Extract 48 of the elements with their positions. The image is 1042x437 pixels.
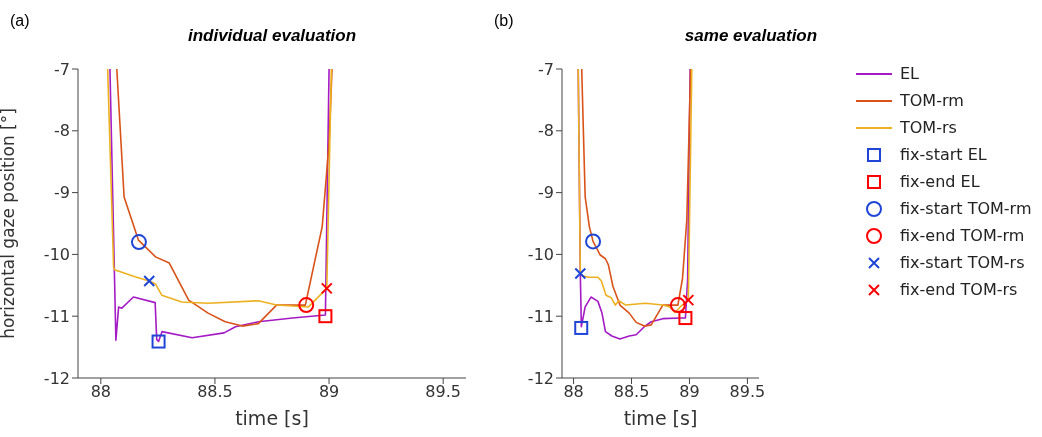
point: [669, 297, 686, 314]
legend-label: fix-end TOM-rs: [900, 280, 1018, 299]
legend-label: fix-start TOM-rm: [900, 199, 1032, 218]
y-tick-label: -7: [54, 59, 70, 79]
x-tick-label: 88.5: [613, 382, 650, 402]
point: [151, 334, 166, 349]
legend-label: TOM-rm: [900, 91, 964, 110]
x-tick-label: 88.5: [197, 382, 233, 402]
y-tick-label: -11: [527, 306, 554, 326]
y-tick-label: -12: [43, 368, 70, 388]
text: (b): [494, 12, 514, 30]
legend-label: fix-start TOM-rs: [900, 253, 1025, 272]
point: [143, 274, 156, 287]
x-tick-label: 89.5: [729, 382, 766, 402]
point: [318, 309, 333, 324]
chart-title: individual evaluation: [186, 26, 358, 46]
y-tick-label: -7: [538, 59, 554, 79]
point: [320, 282, 333, 295]
y-tick-label: -8: [538, 121, 554, 141]
point: [298, 297, 315, 314]
y-axis-title: horizontal gaze position [°]: [0, 108, 19, 339]
y-tick-label: -11: [43, 306, 70, 326]
x-axis-title: time [s]: [623, 407, 698, 429]
chart-title: same evaluation: [683, 26, 819, 46]
legend-label: fix-end EL: [900, 172, 980, 191]
point: [574, 267, 587, 280]
y-tick-label: -9: [538, 183, 554, 203]
y-tick-label: -10: [527, 245, 554, 265]
point: [678, 311, 693, 326]
x-tick-label: 88: [90, 382, 111, 402]
x-axis-title: time [s]: [235, 407, 309, 429]
legend-label: fix-end TOM-rm: [900, 226, 1025, 245]
y-tick-label: -9: [54, 183, 70, 203]
y-tick-label: -8: [54, 121, 70, 141]
x-tick-label: 88: [563, 382, 584, 402]
legend-label: EL: [900, 64, 920, 83]
point: [682, 294, 695, 307]
y-tick-label: -12: [527, 368, 554, 388]
y-tick-label: -10: [43, 245, 70, 265]
legend-label: fix-start EL: [900, 145, 987, 164]
x-tick-label: 89: [318, 382, 340, 402]
point: [585, 233, 602, 250]
x-tick-label: 89.5: [425, 382, 461, 402]
point: [574, 320, 589, 335]
point: [130, 234, 147, 251]
text: (a): [10, 12, 30, 30]
legend-label: TOM-rs: [900, 118, 957, 137]
x-tick-label: 89: [679, 382, 700, 402]
